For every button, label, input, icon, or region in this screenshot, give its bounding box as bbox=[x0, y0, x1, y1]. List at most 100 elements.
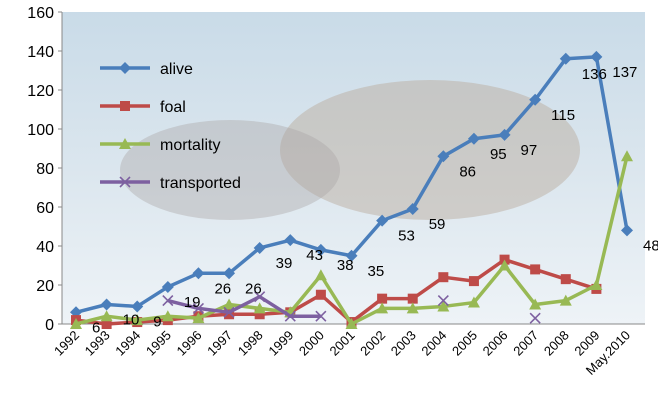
point bbox=[315, 289, 326, 300]
legend-label: foal bbox=[160, 99, 186, 116]
point bbox=[161, 310, 174, 322]
data-label: 137 bbox=[612, 64, 637, 81]
point bbox=[254, 291, 266, 303]
point bbox=[253, 302, 266, 314]
point bbox=[254, 309, 265, 320]
point bbox=[590, 279, 603, 290]
x-tick-label: 1994 bbox=[112, 328, 143, 359]
point bbox=[406, 302, 419, 314]
legend-marker bbox=[120, 101, 130, 111]
data-label: 48 bbox=[643, 237, 658, 254]
x-tick-label: 2005 bbox=[449, 328, 480, 359]
point bbox=[468, 276, 479, 287]
point bbox=[590, 50, 603, 63]
y-tick-label: 160 bbox=[27, 5, 54, 22]
point bbox=[284, 234, 297, 247]
point bbox=[376, 214, 389, 227]
x-tick-label: 2008 bbox=[541, 328, 572, 359]
photo-shape bbox=[120, 120, 340, 220]
legend-label: transported bbox=[160, 175, 241, 192]
point bbox=[560, 274, 571, 285]
legend-marker bbox=[119, 138, 131, 149]
point bbox=[498, 128, 511, 141]
y-tick-label: 80 bbox=[36, 161, 54, 178]
y-tick-label: 20 bbox=[36, 278, 54, 295]
point bbox=[131, 300, 144, 313]
legend-marker bbox=[119, 176, 131, 188]
point bbox=[559, 52, 572, 65]
data-label: 19 bbox=[184, 294, 201, 311]
x-tick-label: 1997 bbox=[204, 328, 235, 359]
point bbox=[377, 293, 388, 304]
point bbox=[530, 264, 541, 275]
point bbox=[100, 298, 113, 311]
data-label: 26 bbox=[245, 280, 262, 297]
y-tick-label: 140 bbox=[27, 44, 54, 61]
point bbox=[437, 300, 450, 312]
y-tick-label: 0 bbox=[45, 317, 54, 334]
point bbox=[407, 293, 418, 304]
point bbox=[406, 202, 419, 215]
x-tick-label: 2004 bbox=[418, 328, 449, 359]
point bbox=[70, 318, 82, 329]
point bbox=[192, 312, 205, 324]
point bbox=[161, 280, 174, 293]
x-tick-label: 2002 bbox=[357, 328, 388, 359]
x-tick-label: 1998 bbox=[235, 328, 266, 359]
data-label: 35 bbox=[368, 263, 385, 280]
x-tick-label: 1999 bbox=[265, 328, 296, 359]
legend-label: mortality bbox=[160, 137, 220, 154]
x-tick-label: 2000 bbox=[296, 328, 327, 359]
y-tick-label: 40 bbox=[36, 239, 54, 256]
data-label: 95 bbox=[490, 146, 507, 163]
point bbox=[529, 312, 541, 324]
point bbox=[100, 310, 113, 322]
point bbox=[621, 150, 633, 162]
point bbox=[438, 272, 449, 283]
legend-marker bbox=[119, 62, 131, 74]
point bbox=[162, 295, 174, 307]
point bbox=[621, 224, 633, 237]
point bbox=[192, 302, 205, 314]
point bbox=[529, 93, 542, 106]
x-tick-label: 2007 bbox=[510, 328, 541, 359]
point bbox=[529, 298, 542, 310]
point bbox=[315, 310, 327, 322]
data-label: 115 bbox=[551, 107, 575, 124]
point bbox=[223, 267, 236, 280]
x-tick-label: 2003 bbox=[388, 328, 419, 359]
point bbox=[131, 314, 144, 326]
point bbox=[498, 259, 511, 271]
y-tick-label: 60 bbox=[36, 200, 54, 217]
data-label: 38 bbox=[337, 257, 354, 274]
point bbox=[376, 302, 389, 314]
point bbox=[437, 295, 449, 307]
data-label: 6 bbox=[92, 319, 100, 336]
photo-shape bbox=[280, 80, 580, 220]
point bbox=[224, 309, 235, 320]
point bbox=[345, 249, 358, 262]
data-label: 136 bbox=[582, 66, 607, 83]
point bbox=[314, 243, 327, 256]
point bbox=[559, 294, 572, 306]
data-label: 43 bbox=[306, 247, 323, 264]
data-label: 59 bbox=[429, 216, 446, 233]
point bbox=[101, 319, 112, 329]
point bbox=[314, 269, 327, 281]
point bbox=[223, 306, 235, 318]
y-tick-label: 120 bbox=[27, 83, 54, 100]
x-tick-label: 2001 bbox=[327, 328, 358, 359]
point bbox=[253, 241, 266, 254]
point bbox=[467, 132, 480, 145]
x-tick-label: 1996 bbox=[174, 328, 205, 359]
y-tick-label: 100 bbox=[27, 122, 54, 139]
point bbox=[467, 296, 480, 308]
data-label: 53 bbox=[398, 228, 415, 245]
data-label: 39 bbox=[276, 255, 293, 272]
x-tick-label: 1995 bbox=[143, 328, 174, 359]
series-line bbox=[167, 294, 321, 318]
x-tick-label: 1992 bbox=[51, 328, 82, 359]
point bbox=[192, 267, 205, 280]
point bbox=[223, 298, 236, 310]
